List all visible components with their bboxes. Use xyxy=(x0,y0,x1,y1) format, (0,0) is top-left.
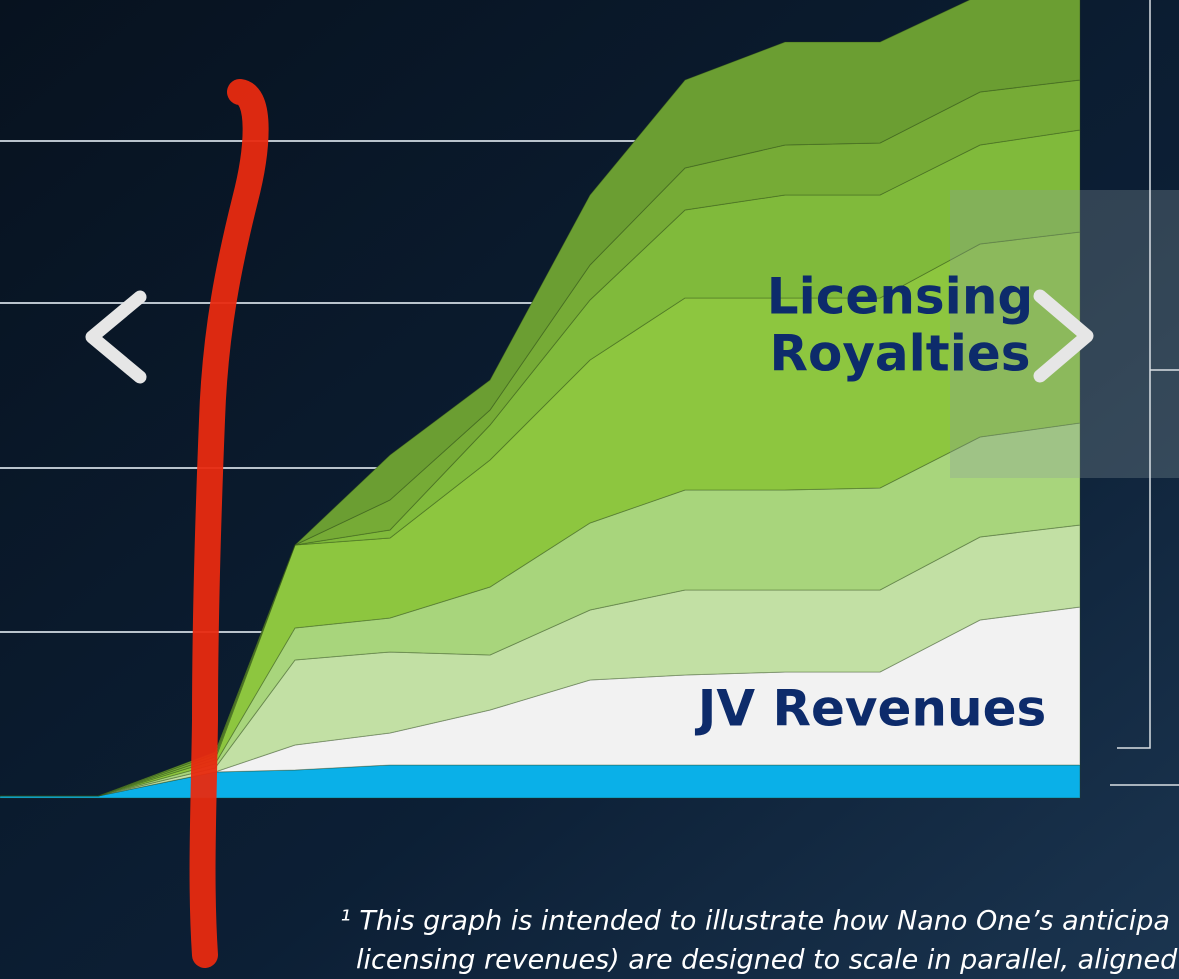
area xyxy=(0,422,1081,797)
annotation: Royalties xyxy=(769,325,1030,383)
next-arrow[interactable] xyxy=(1033,289,1094,383)
overlay-panel xyxy=(950,190,1179,478)
annotation: JV Revenues xyxy=(695,680,1047,738)
bracket-line xyxy=(1117,0,1151,749)
areas xyxy=(0,0,1081,799)
footnote: ¹ This graph is intended to illustrate h… xyxy=(340,906,1170,937)
scribble xyxy=(189,79,269,968)
area xyxy=(0,0,1081,797)
footnote: licensing revenues) are designed to scal… xyxy=(356,945,1178,976)
prev-arrow[interactable] xyxy=(85,290,147,384)
bracket xyxy=(1110,0,1179,786)
annotation: Licensing xyxy=(767,268,1033,326)
